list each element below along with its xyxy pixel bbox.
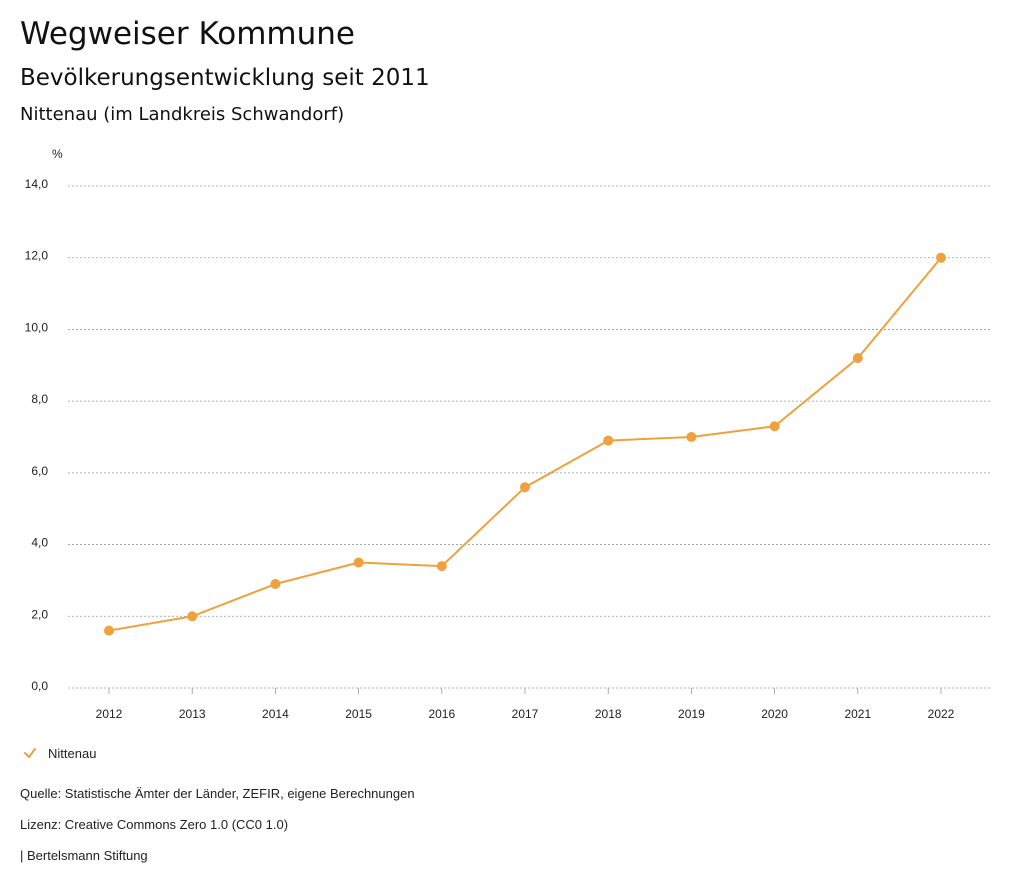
x-tick-label: 2020 [761, 707, 788, 721]
data-point[interactable] [270, 579, 281, 590]
x-tick-label: 2015 [345, 707, 372, 721]
y-axis-unit-label: % [52, 147, 63, 161]
data-point[interactable] [769, 421, 780, 432]
legend[interactable]: Nittenau [22, 745, 96, 761]
region-label: Nittenau (im Landkreis Schwandorf) [20, 104, 345, 125]
data-point[interactable] [436, 561, 447, 572]
x-tick-label: 2014 [262, 707, 289, 721]
y-tick-label: 12,0 [25, 249, 49, 263]
y-tick-label: 2,0 [31, 607, 48, 621]
x-tick-label: 2012 [96, 707, 123, 721]
y-tick-label: 10,0 [25, 320, 49, 334]
data-point[interactable] [520, 482, 530, 493]
x-tick-label: 2019 [678, 707, 705, 721]
data-point[interactable] [686, 432, 697, 442]
chart-subtitle: Bevölkerungsentwicklung seit 2011 [20, 65, 430, 91]
license-text: Lizenz: Creative Commons Zero 1.0 (CC0 1… [20, 817, 289, 832]
grid-lines [68, 185, 990, 689]
y-axis: % 0,0 2,0 4,0 6,0 8,0 10,0 12,0 14,0 [25, 147, 63, 693]
brand-text: | Bertelsmann Stiftung [20, 848, 148, 863]
x-tick-label: 2018 [595, 707, 622, 721]
x-tick-label: 2016 [428, 707, 455, 721]
x-tick-label: 2017 [512, 707, 539, 721]
data-point[interactable] [936, 252, 946, 263]
data-point[interactable] [187, 611, 198, 622]
line-chart: %0,02,04,06,08,010,012,014,0 2012 2013 201… [25, 147, 990, 721]
data-point[interactable] [353, 557, 364, 568]
check-icon [24, 748, 36, 758]
data-point[interactable] [852, 353, 863, 364]
x-axis: 2012 2013 2014 2015 2016 2017 2018 2019 2020 2021… [96, 688, 955, 721]
y-tick-label: 8,0 [31, 392, 48, 406]
series-line [108, 256, 942, 632]
x-tick-label: 2013 [179, 707, 206, 721]
legend-label: Nittenau [48, 745, 97, 761]
series-nittenau [104, 252, 946, 636]
source-text: Quelle: Statistische Ämter der Länder, Z… [20, 786, 415, 801]
y-tick-label: 4,0 [31, 536, 48, 550]
data-point[interactable] [603, 435, 614, 446]
x-tick-label: 2021 [844, 707, 871, 721]
chart-title: Wegweiser Kommune [20, 16, 355, 52]
x-tick-label: 2022 [928, 707, 955, 721]
data-point[interactable] [104, 625, 114, 636]
y-tick-label: 6,0 [31, 464, 48, 478]
y-tick-label: 14,0 [25, 177, 49, 191]
y-tick-label: 0,0 [31, 679, 48, 693]
